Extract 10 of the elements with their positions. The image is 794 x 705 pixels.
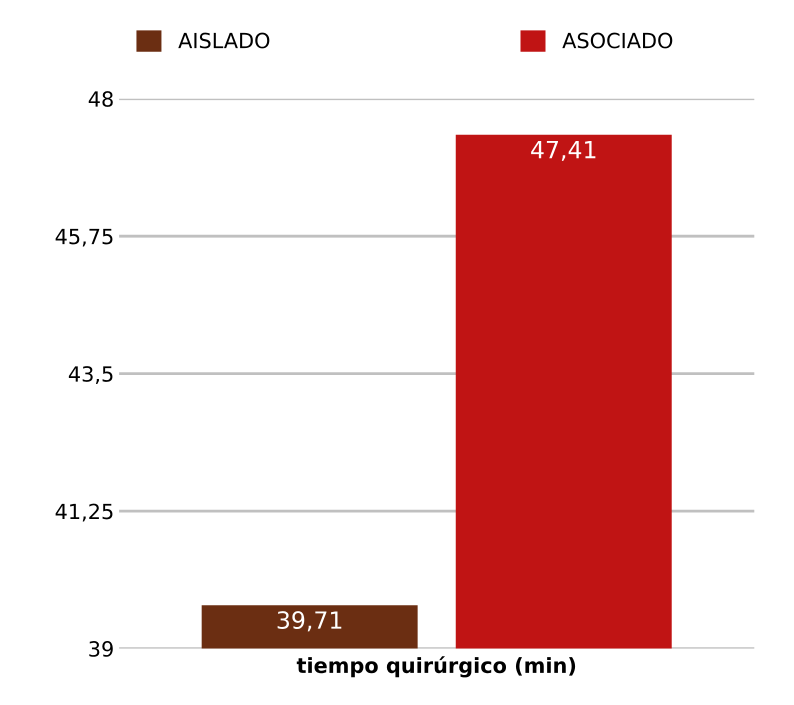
- y-tick-label: 41,25: [56, 504, 112, 522]
- y-tick-label: 48: [88, 91, 113, 107]
- data-label: 39,71: [278, 611, 342, 632]
- legend-label: ASOCIADO: [562, 32, 672, 48]
- y-tick-label: 43,5: [68, 366, 112, 384]
- y-tick-label: 39: [89, 641, 113, 657]
- legend-label: AISLADO: [178, 32, 270, 48]
- y-tick-label: 45,75: [56, 228, 112, 247]
- data-label: 47,41: [531, 140, 596, 161]
- x-axis-title: tiempo quirúrgico (min): [296, 656, 576, 678]
